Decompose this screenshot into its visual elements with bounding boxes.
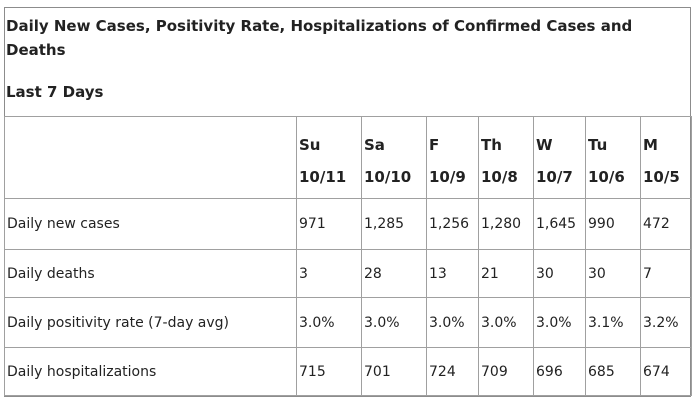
table-row: Daily hospitalizations 715 701 724 709 6… [4,347,692,396]
table-row: Daily deaths 3 28 13 21 30 30 7 [4,249,692,298]
day-name: Sa [364,135,385,154]
data-cell: 3.0% [533,297,586,348]
row-label: Daily hospitalizations [4,347,297,396]
data-cell: 3.0% [361,297,427,348]
row-label: Daily new cases [4,198,297,250]
data-cell: 3.0% [426,297,479,348]
data-cell: 724 [426,347,479,396]
day-name: Th [481,135,502,154]
header-cell: W 10/7 [533,116,586,199]
data-cell: 28 [361,249,427,298]
data-cell: 3.0% [296,297,362,348]
data-cell: 13 [426,249,479,298]
day-name: W [536,135,553,154]
data-cell: 696 [533,347,586,396]
data-cell: 971 [296,198,362,250]
header-corner-cell [4,116,297,199]
data-cell: 3.2% [640,297,692,348]
data-cell: 709 [478,347,534,396]
table-row: Daily new cases 971 1,285 1,256 1,280 1,… [4,198,692,250]
data-cell: 30 [533,249,586,298]
table-title: Daily New Cases, Positivity Rate, Hospit… [6,17,633,59]
data-cell: 1,285 [361,198,427,250]
data-cell: 472 [640,198,692,250]
day-date: 10/7 [536,167,573,186]
data-cell: 30 [585,249,641,298]
day-name: M [643,135,658,154]
header-row: Su 10/11 Sa 10/10 F 10/9 Th 10/8 W 10/7 Tu 10/… [4,116,692,199]
data-cell: 715 [296,347,362,396]
data-cell: 990 [585,198,641,250]
data-cell: 3.0% [478,297,534,348]
day-name: Tu [588,135,608,154]
header-cell: M 10/5 [640,116,692,199]
data-cell: 3 [296,249,362,298]
day-date: 10/11 [299,167,347,186]
header-cell: Su 10/11 [296,116,362,199]
header-cell: Tu 10/6 [585,116,641,199]
data-cell: 21 [478,249,534,298]
row-label: Daily deaths [4,249,297,298]
day-date: 10/6 [588,167,625,186]
header-cell: Th 10/8 [478,116,534,199]
day-name: F [429,135,440,154]
data-cell: 7 [640,249,692,298]
data-cell: 3.1% [585,297,641,348]
data-cell: 685 [585,347,641,396]
data-cell: 1,645 [533,198,586,250]
data-cell: 674 [640,347,692,396]
day-date: 10/9 [429,167,466,186]
day-date: 10/10 [364,167,412,186]
covid-data-table: Su 10/11 Sa 10/10 F 10/9 Th 10/8 W 10/7 Tu 10/… [4,116,692,396]
day-name: Su [299,135,321,154]
data-cell: 701 [361,347,427,396]
data-cell: 1,256 [426,198,479,250]
header-cell: Sa 10/10 [361,116,427,199]
row-label: Daily positivity rate (7-day avg) [4,297,297,348]
day-date: 10/5 [643,167,680,186]
header-cell: F 10/9 [426,116,479,199]
day-date: 10/8 [481,167,518,186]
table-subtitle: Last 7 Days [6,83,104,101]
data-cell: 1,280 [478,198,534,250]
table-row: Daily positivity rate (7-day avg) 3.0% 3… [4,297,692,348]
